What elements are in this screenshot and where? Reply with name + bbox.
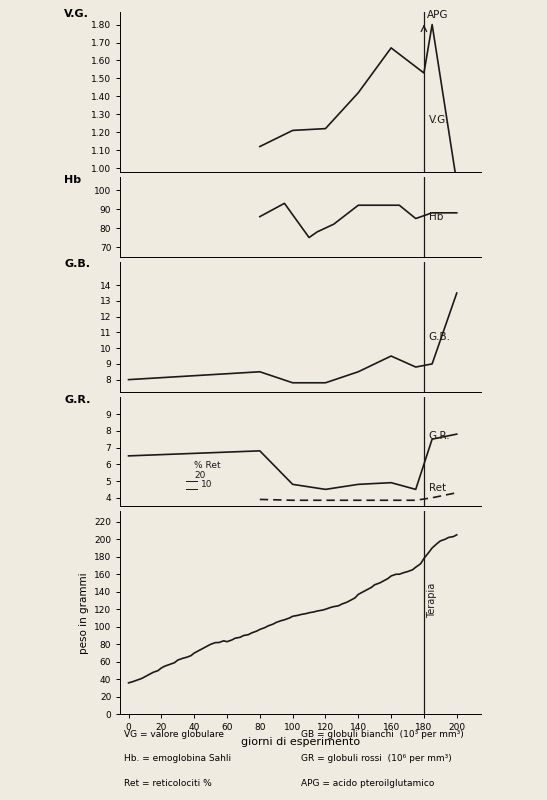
Text: 20: 20 [194,470,206,480]
Text: Hb. = emoglobina Sahli: Hb. = emoglobina Sahli [124,754,231,763]
Text: 10: 10 [201,480,212,489]
Text: V.G.: V.G. [65,9,89,19]
Text: APG = acido pteroilglutamico: APG = acido pteroilglutamico [301,779,434,788]
Text: % Ret: % Ret [194,461,221,470]
Text: VG = valore globulare: VG = valore globulare [124,730,224,739]
Text: GR = globuli rossi  (10⁶ per mm³): GR = globuli rossi (10⁶ per mm³) [301,754,452,763]
Text: Hb: Hb [65,175,82,185]
Text: V.G.: V.G. [429,115,450,126]
Text: Terapia: Terapia [427,582,437,618]
Text: Hb: Hb [429,213,443,222]
Text: G.B.: G.B. [65,259,90,269]
X-axis label: giorni di esperimento: giorni di esperimento [241,737,360,746]
Y-axis label: peso in grammi: peso in grammi [79,572,89,654]
Text: APG: APG [427,10,449,20]
Text: GB = globuli bianchi  (10³ per mm³): GB = globuli bianchi (10³ per mm³) [301,730,464,739]
Text: G.R.: G.R. [65,395,91,405]
Text: G.B.: G.B. [429,332,451,342]
Text: Ret: Ret [429,483,446,493]
Text: Ret = reticolociti %: Ret = reticolociti % [124,779,212,788]
Text: G.R.: G.R. [429,431,451,441]
